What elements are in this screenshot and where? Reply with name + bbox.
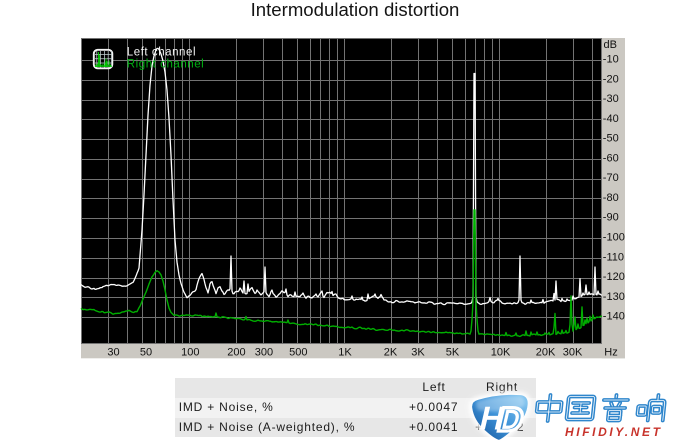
svg-text:-130: -130 xyxy=(603,291,625,303)
svg-text:-110: -110 xyxy=(603,251,624,263)
svg-text:-120: -120 xyxy=(603,271,625,283)
svg-text:-60: -60 xyxy=(603,152,619,164)
svg-text:-10: -10 xyxy=(603,54,619,66)
svg-text:500: 500 xyxy=(289,347,307,359)
svg-text:1K: 1K xyxy=(338,347,352,359)
svg-text:dB: dB xyxy=(604,39,617,51)
svg-text:2K: 2K xyxy=(384,347,398,359)
svg-text:200: 200 xyxy=(227,347,245,359)
svg-text:50: 50 xyxy=(140,347,152,359)
svg-text:3K: 3K xyxy=(411,347,425,359)
svg-text:5K: 5K xyxy=(446,347,460,359)
svg-text:-80: -80 xyxy=(603,192,619,204)
svg-text:-70: -70 xyxy=(603,172,619,184)
svg-text:30: 30 xyxy=(107,347,119,359)
svg-text:-20: -20 xyxy=(603,73,619,85)
svg-text:300: 300 xyxy=(255,347,273,359)
svg-text:HIFIDIY.NET: HIFIDIY.NET xyxy=(565,425,663,439)
svg-text:-140: -140 xyxy=(603,311,625,323)
svg-text:Hz: Hz xyxy=(604,347,617,359)
svg-text:-50: -50 xyxy=(603,133,619,145)
svg-text:10K: 10K xyxy=(491,347,511,359)
svg-text:Right channel: Right channel xyxy=(127,58,204,70)
svg-text:-30: -30 xyxy=(603,93,619,105)
svg-text:30K: 30K xyxy=(563,347,583,359)
svg-text:Left channel: Left channel xyxy=(127,46,196,58)
svg-text:-100: -100 xyxy=(603,232,625,244)
svg-text:-90: -90 xyxy=(603,212,619,224)
svg-text:100: 100 xyxy=(181,347,199,359)
svg-text:-40: -40 xyxy=(603,113,619,125)
svg-text:20K: 20K xyxy=(536,347,556,359)
